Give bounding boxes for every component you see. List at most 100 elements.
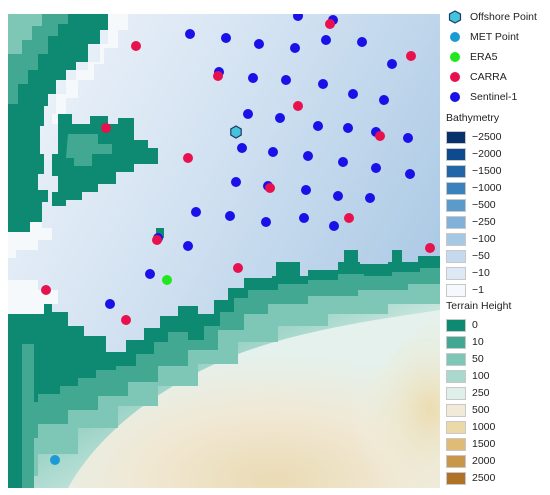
sentinel1-marker: [275, 113, 285, 123]
bathymetry-level: −100: [446, 232, 496, 246]
bathymetry-swatch: [446, 181, 466, 195]
bathymetry-swatch: [446, 215, 466, 229]
bathymetry-label: −10: [472, 267, 490, 279]
sentinel1-marker: [290, 43, 300, 53]
terrain-label: 1000: [472, 421, 496, 433]
carra-marker: [183, 153, 193, 163]
terrain-level: 10: [446, 335, 484, 349]
map-canvas: [8, 14, 440, 488]
bathymetry-level: −1: [446, 283, 484, 297]
sentinel1-marker: [254, 39, 264, 49]
sentinel1-marker: [321, 35, 331, 45]
circle-icon: [446, 88, 464, 106]
legend-label-era5: ERA5: [470, 51, 498, 63]
terrain-label: 0: [472, 319, 478, 331]
sentinel1-marker: [387, 59, 397, 69]
bathymetry-swatch: [446, 130, 466, 144]
sentinel1-marker: [248, 73, 258, 83]
carra-marker: [265, 183, 275, 193]
bathymetry-label: −1500: [472, 165, 502, 177]
legend-label-met-point: MET Point: [470, 31, 519, 43]
terrain-swatch: [446, 437, 466, 451]
sentinel1-marker: [293, 14, 303, 21]
carra-marker: [325, 19, 335, 29]
bathymetry-level: −2500: [446, 130, 502, 144]
carra-marker: [121, 315, 131, 325]
legend-item-met-point: MET Point: [446, 28, 519, 46]
terrain-swatch: [446, 386, 466, 400]
bathymetry-swatch: [446, 198, 466, 212]
bathymetry-level: −1000: [446, 181, 502, 195]
bathymetry-label: −1000: [472, 182, 502, 194]
legend-label-sentinel-1: Sentinel-1: [470, 91, 518, 103]
terrain-label: 100: [472, 370, 490, 382]
bathymetry-swatch: [446, 266, 466, 280]
sentinel1-marker: [318, 79, 328, 89]
carra-marker: [425, 243, 435, 253]
sentinel1-marker: [145, 269, 155, 279]
terrain-swatch: [446, 420, 466, 434]
carra-marker: [41, 285, 51, 295]
carra-marker: [233, 263, 243, 273]
terrain-level: 0: [446, 318, 478, 332]
carra-marker: [406, 51, 416, 61]
terrain-level: 1500: [446, 437, 495, 451]
terrain-label: 50: [472, 353, 484, 365]
sentinel1-marker: [348, 89, 358, 99]
terrain-level: 100: [446, 369, 490, 383]
carra-marker: [101, 123, 111, 133]
map-panel: [8, 14, 440, 488]
sentinel1-marker: [365, 193, 375, 203]
terrain-label: 250: [472, 387, 490, 399]
terrain-swatch: [446, 335, 466, 349]
sentinel1-marker: [338, 157, 348, 167]
carra-marker: [344, 213, 354, 223]
sentinel1-marker: [237, 143, 247, 153]
legend-label-carra: CARRA: [470, 71, 507, 83]
legend-item-offshore-point: Offshore Point: [446, 8, 537, 26]
bathymetry-level: −250: [446, 215, 496, 229]
terrain-label: 2000: [472, 455, 496, 467]
legend-item-carra: CARRA: [446, 68, 507, 86]
sentinel1-marker: [299, 213, 309, 223]
bathymetry-label: −50: [472, 250, 490, 262]
legend: Offshore Point MET Point ERA5 CARRA Sent…: [446, 8, 548, 492]
sentinel1-marker: [333, 191, 343, 201]
sentinel1-marker: [261, 217, 271, 227]
sentinel1-marker: [243, 109, 253, 119]
terrain-swatch: [446, 369, 466, 383]
bathymetry-swatch: [446, 249, 466, 263]
legend-item-era5: ERA5: [446, 48, 497, 66]
sentinel1-marker: [379, 95, 389, 105]
hexagon-icon: [446, 8, 464, 26]
legend-label-offshore-point: Offshore Point: [470, 11, 537, 23]
terrain-level: 2000: [446, 454, 495, 468]
terrain-label: 10: [472, 336, 484, 348]
carra-marker: [213, 71, 223, 81]
sentinel1-marker: [301, 185, 311, 195]
terrain-label: 1500: [472, 438, 496, 450]
sentinel1-marker: [371, 163, 381, 173]
bathymetry-swatch: [446, 147, 466, 161]
sentinel1-marker: [303, 151, 313, 161]
terrain-swatch: [446, 403, 466, 417]
bathymetry-label: −250: [472, 216, 496, 228]
terrain-swatch: [446, 454, 466, 468]
bathymetry-swatch: [446, 232, 466, 246]
sentinel1-marker: [405, 169, 415, 179]
observation-markers: [41, 14, 435, 465]
terrain-level: 250: [446, 386, 490, 400]
sentinel1-marker: [231, 177, 241, 187]
era5-marker: [162, 275, 172, 285]
sentinel1-marker: [403, 133, 413, 143]
met-marker: [50, 455, 60, 465]
bathymetry-swatch: [446, 164, 466, 178]
terrain-level: 50: [446, 352, 484, 366]
terrain-swatch: [446, 471, 466, 485]
sentinel1-marker: [281, 75, 291, 85]
legend-item-sentinel-1: Sentinel-1: [446, 88, 517, 106]
terrain-height-title: Terrain Height: [446, 300, 512, 312]
terrain-label: 500: [472, 404, 490, 416]
offshore-point-marker: [230, 125, 242, 139]
bathymetry-title: Bathymetry: [446, 112, 500, 124]
